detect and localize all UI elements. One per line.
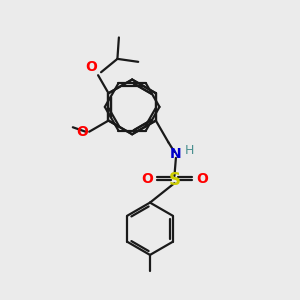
- Text: S: S: [168, 171, 180, 189]
- Text: N: N: [170, 147, 182, 161]
- Text: O: O: [196, 172, 208, 186]
- Text: O: O: [76, 125, 88, 139]
- Text: H: H: [185, 144, 194, 157]
- Text: O: O: [85, 60, 97, 74]
- Text: O: O: [141, 172, 153, 186]
